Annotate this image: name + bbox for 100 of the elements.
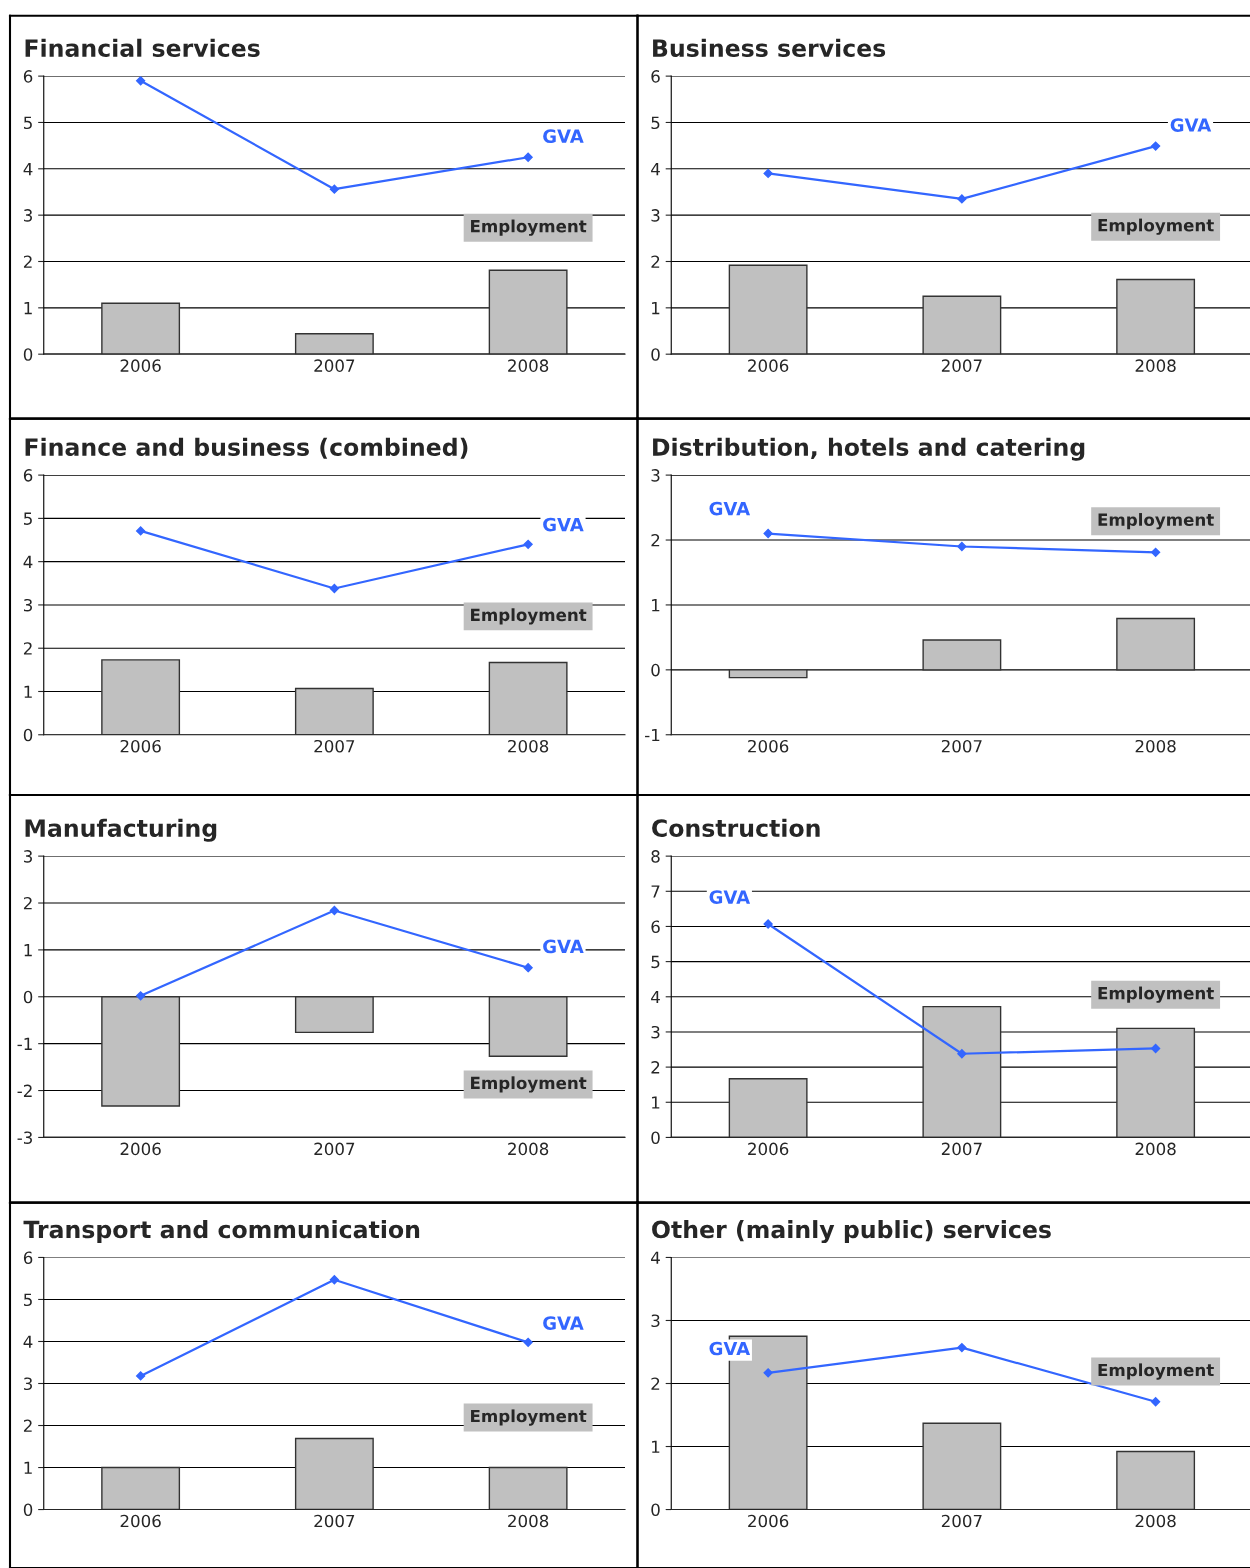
point [763,168,773,179]
text: Employment [1098,1363,1214,1380]
y-tick-label: 2 [651,255,660,268]
point [763,1368,773,1378]
y-tick-label: 0 [651,348,660,361]
series-label: GVA [709,890,751,904]
point [957,1049,967,1059]
y-tick-label: 1 [652,1096,660,1109]
y-tick-label: 1 [652,1440,660,1453]
text: Employment [1098,513,1214,530]
y-tick-label: 2 [23,642,32,655]
x-tick-label: 2006 [748,739,789,753]
point [763,528,773,539]
point [1151,141,1161,151]
chart-title: Transport and communication [23,1220,420,1243]
chart-title: Financial services [25,38,260,58]
x-tick-label: 2007 [314,739,355,753]
point [523,1337,533,1347]
x-tick-label: 2007 [941,1514,982,1528]
series-label: Employment [471,1076,587,1093]
y-tick-label: 0 [23,1503,33,1517]
bar [728,1078,808,1138]
chart-title: Finance and business (combined) [25,437,468,459]
text: Employment [471,608,587,625]
x-tick-label: 2008 [508,359,549,372]
x-tick-label: 2006 [120,1142,161,1156]
series-label: GVA [543,517,584,532]
x-tick-label: 2008 [1135,1142,1176,1156]
y-tick-label: 2 [23,896,32,910]
bar [1116,617,1196,671]
y-tick-label: 1 [24,302,32,315]
y-tick-label: -3 [17,1131,32,1144]
x-tick-label: 2007 [941,1142,982,1156]
point [523,539,533,549]
bar [294,333,374,355]
x-tick-label: 2006 [748,1514,789,1528]
bar [1116,1027,1196,1138]
text: Employment [1098,218,1214,235]
y-tick-label: 5 [24,512,32,525]
series-label: Employment [1098,986,1214,1003]
y-tick-label: 3 [651,1025,660,1039]
series-label: GVA [543,939,584,954]
y-tick-label: 6 [23,70,33,83]
bar [1116,278,1196,355]
y-tick-label: 6 [651,70,660,83]
bar [101,659,181,735]
text: Employment [471,1409,587,1426]
chart-title: Manufacturing [25,818,217,842]
y-tick-label: 2 [23,1419,32,1432]
point [957,1342,967,1353]
y-tick-label: 2 [651,1061,660,1074]
y-tick-label: 3 [651,1314,660,1328]
x-tick-label: 2006 [748,1142,789,1156]
y-tick-label: 4 [651,990,660,1004]
y-tick-label: 4 [23,555,33,568]
x-tick-label: 2008 [1135,359,1176,372]
y-tick-label: 3 [24,209,32,222]
y-tick-label: 3 [651,469,660,482]
y-tick-label: 0 [651,663,660,677]
point [523,152,533,162]
series-label: GVA [1170,118,1212,132]
y-tick-label: 1 [24,944,32,957]
y-tick-label: -2 [17,1084,32,1097]
y-tick-label: 4 [651,1251,660,1264]
text: Employment [471,219,587,236]
x-tick-label: 2007 [314,1514,355,1528]
y-tick-label: 4 [23,1335,33,1348]
y-tick-label: 2 [651,533,660,547]
y-tick-label: 5 [24,1293,32,1307]
bar [101,302,181,355]
point [523,963,533,973]
bar [488,661,568,735]
series-label: GVA [709,1341,751,1356]
y-tick-label: 0 [23,990,33,1004]
point [136,991,146,1001]
bar [294,687,374,735]
point [763,919,773,929]
y-tick-label: 6 [651,920,660,934]
y-tick-label: 3 [24,850,32,863]
point [136,526,146,536]
point [329,905,339,916]
point [136,76,146,86]
x-tick-label: 2008 [508,739,549,753]
x-tick-label: 2008 [508,1514,549,1528]
point [1151,1043,1161,1054]
y-tick-label: 6 [23,1251,33,1265]
y-tick-label: 1 [24,1461,32,1474]
y-tick-label: 5 [24,116,32,130]
bar [1116,1450,1196,1510]
y-tick-label: 3 [24,598,32,612]
y-tick-label: 4 [651,162,660,176]
x-tick-label: 2006 [120,359,161,372]
bar [922,1005,1002,1138]
x-tick-label: 2006 [748,359,789,372]
bar [728,669,808,679]
bar [922,639,1002,671]
x-tick-label: 2006 [120,739,161,753]
y-tick-label: -1 [645,728,660,742]
x-tick-label: 2007 [314,1142,355,1156]
y-tick-label: 3 [651,209,660,222]
